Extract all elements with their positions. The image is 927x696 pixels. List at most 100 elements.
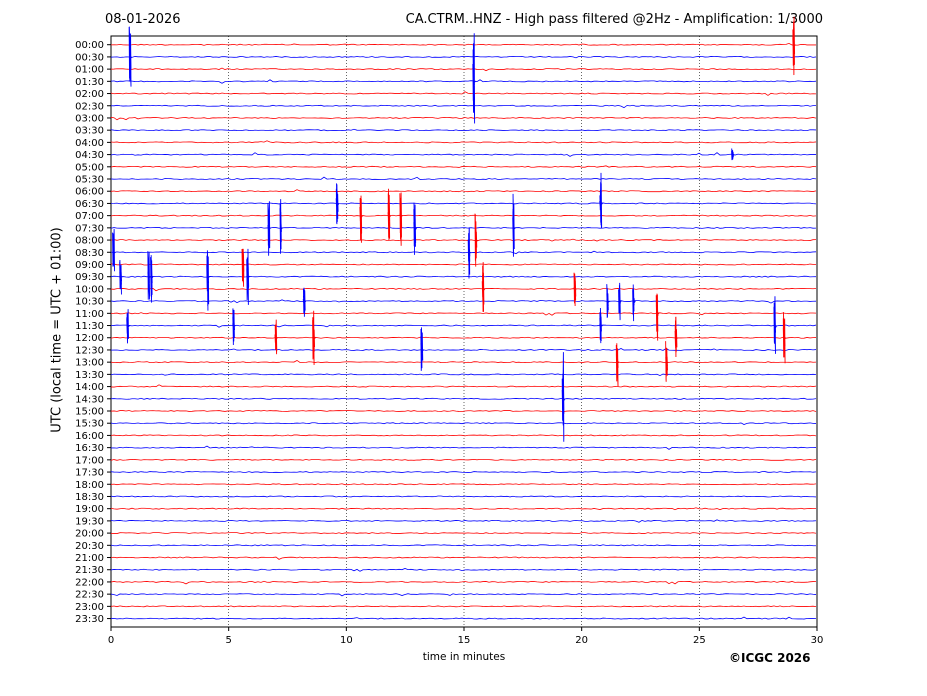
date-label: 08-01-2026	[105, 12, 181, 27]
y-tick-label: 12:30	[75, 345, 104, 356]
y-tick-label: 16:00	[75, 431, 104, 442]
x-tick-label: 25	[693, 635, 706, 646]
seismic-event	[399, 192, 403, 246]
trace-line	[110, 165, 817, 168]
seismic-event	[512, 193, 516, 257]
plot-frame	[110, 35, 818, 628]
trace-line	[110, 359, 817, 364]
seismic-event	[150, 255, 154, 303]
y-tick-label: 06:30	[75, 199, 104, 210]
y-tick-label: 23:00	[75, 602, 104, 613]
seismic-event	[274, 319, 278, 355]
y-tick-label: 17:00	[75, 455, 104, 466]
seismic-event	[387, 188, 392, 241]
trace-line	[110, 226, 817, 229]
seismic-event	[241, 248, 246, 287]
trace-line	[110, 532, 817, 534]
y-tick-label: 14:00	[75, 382, 104, 393]
seismic-event	[119, 259, 123, 295]
copyright-credit: ©ICGC 2026	[729, 651, 811, 665]
trace-line	[110, 299, 817, 304]
y-tick-label: 04:30	[75, 150, 104, 161]
trace-line	[110, 152, 817, 157]
x-tick-label: 15	[458, 635, 471, 646]
seismic-event	[481, 262, 486, 312]
seismic-event	[773, 296, 778, 354]
x-tick-label: 20	[575, 635, 588, 646]
y-tick-label: 17:30	[75, 468, 104, 479]
y-tick-label: 11:30	[75, 321, 104, 332]
seismic-event	[615, 343, 620, 387]
y-tick-label: 11:00	[75, 309, 104, 320]
seismic-event	[413, 202, 417, 255]
trace-line	[110, 202, 817, 205]
seismic-event	[112, 229, 116, 272]
trace-line	[110, 568, 817, 572]
seismic-event	[279, 199, 283, 254]
seismic-event	[420, 327, 424, 371]
x-axis-label: time in minutes	[422, 651, 506, 663]
y-tick-label: 22:30	[75, 590, 104, 601]
seismic-event	[267, 201, 271, 256]
trace-line	[110, 128, 817, 132]
trace-line	[110, 176, 817, 180]
y-tick-label: 19:30	[75, 516, 104, 527]
seismic-event	[312, 310, 316, 365]
seismic-event	[467, 227, 472, 279]
trace-line	[110, 434, 817, 437]
seismic-event	[359, 195, 363, 243]
y-tick-label: 05:00	[75, 162, 104, 173]
trace-line	[110, 495, 817, 498]
x-tick-label: 10	[340, 635, 353, 646]
y-tick-label: 15:30	[75, 419, 104, 430]
x-tick-label: 30	[811, 635, 824, 646]
seismic-event	[573, 272, 577, 307]
y-tick-label: 20:30	[75, 541, 104, 552]
trace-line	[110, 471, 817, 473]
y-tick-label: 07:00	[75, 211, 104, 222]
seismic-event	[782, 312, 787, 364]
seismic-event	[474, 213, 479, 267]
trace-line	[110, 605, 817, 608]
y-tick-label: 15:00	[75, 407, 104, 418]
seismic-event	[618, 282, 622, 321]
trace-line	[110, 56, 817, 59]
trace-line	[110, 42, 817, 46]
y-tick-label: 07:30	[75, 223, 104, 234]
trace-line	[110, 312, 817, 316]
y-tick-label: 09:00	[75, 260, 104, 271]
trace-line	[110, 79, 817, 84]
seismic-event	[335, 183, 340, 225]
trace-line	[110, 91, 817, 96]
seismic-event	[147, 251, 151, 300]
y-tick-label: 12:00	[75, 333, 104, 344]
y-tick-label: 00:00	[75, 40, 104, 51]
seismic-event	[599, 172, 603, 229]
trace-line	[110, 140, 817, 144]
trace-line	[110, 373, 817, 377]
y-tick-label: 18:00	[75, 480, 104, 491]
trace-line	[110, 445, 817, 450]
trace-line	[110, 238, 817, 242]
y-tick-label: 10:00	[75, 284, 104, 295]
trace-line	[110, 458, 817, 461]
x-tick-label: 0	[108, 635, 114, 646]
seismic-event	[561, 352, 566, 442]
y-tick-label: 13:00	[75, 358, 104, 369]
y-tick-label: 06:00	[75, 187, 104, 198]
trace-line	[110, 263, 817, 266]
trace-line	[110, 117, 817, 121]
y-tick-label: 01:30	[75, 77, 104, 88]
trace-line	[110, 593, 817, 597]
y-tick-label: 18:30	[75, 492, 104, 503]
trace-line	[110, 287, 817, 292]
y-tick-label: 09:30	[75, 272, 104, 283]
seismic-event	[792, 16, 796, 76]
trace-line	[110, 616, 817, 620]
y-tick-label: 08:30	[75, 248, 104, 259]
y-tick-label: 00:30	[75, 52, 104, 63]
trace-line	[110, 544, 816, 547]
trace-line	[110, 422, 817, 425]
